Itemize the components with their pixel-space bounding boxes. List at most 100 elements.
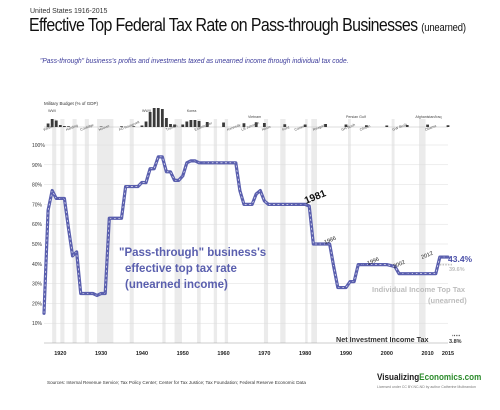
pass-through-point <box>178 179 180 181</box>
recession-band <box>52 119 57 343</box>
pass-through-point <box>116 217 119 219</box>
pass-through-point <box>337 286 339 289</box>
military-bar <box>120 126 123 127</box>
pass-through-point <box>206 162 208 164</box>
y-tick-label: 80% <box>32 183 43 189</box>
brand-main: Visualizing <box>377 372 420 382</box>
supertitle: United States 1916-2015 <box>30 8 108 15</box>
pass-through-point <box>247 203 249 205</box>
x-tick-label: 1970 <box>258 351 270 357</box>
military-bar <box>283 124 287 127</box>
pass-through-point <box>59 197 61 200</box>
pass-through-point <box>157 156 159 158</box>
war-label: WWII <box>142 109 151 113</box>
main-series-label-3: (unearned income) <box>125 279 228 291</box>
pass-through-point <box>426 273 429 275</box>
recession-band <box>197 119 201 343</box>
military-bar <box>173 124 176 127</box>
pass-through-point <box>100 292 102 295</box>
president-label: Eisenhower <box>194 121 214 132</box>
pass-through-point <box>280 203 282 205</box>
pass-through-point <box>47 209 49 211</box>
pass-through-point <box>63 197 66 200</box>
y-tick-label: 20% <box>32 301 43 307</box>
president-label: Hoover <box>98 124 111 132</box>
military-bar <box>54 120 58 127</box>
president-label: GH Bush <box>341 123 356 132</box>
pass-through-point <box>210 162 212 164</box>
pass-through-point <box>276 203 278 205</box>
pass-through-point <box>251 203 253 205</box>
x-tick-label: 1990 <box>340 351 352 357</box>
pass-through-point <box>296 203 298 205</box>
president-label: Obama <box>424 124 436 132</box>
military-bar <box>242 123 246 127</box>
pass-through-point <box>443 256 445 258</box>
pass-through-point <box>218 162 221 164</box>
pass-through-point <box>239 189 241 192</box>
y-tick-label: 100% <box>32 143 45 149</box>
x-tick-label: 1950 <box>177 351 189 357</box>
president-label: Harding <box>65 124 78 132</box>
pass-through-point <box>133 185 135 188</box>
recession-band <box>213 119 218 343</box>
x-tick-label: 1960 <box>217 351 229 357</box>
pass-through-point <box>304 203 306 205</box>
brand-domain: Economics.com <box>419 372 482 382</box>
pass-through-point <box>165 171 168 173</box>
x-tick-label: 2015 <box>442 351 454 357</box>
pass-through-point <box>169 171 172 173</box>
military-bar <box>189 120 193 127</box>
annotation-1996: 1996 <box>367 257 381 267</box>
niit-value-label: 3.8% <box>449 339 462 345</box>
pass-through-point <box>84 292 86 295</box>
pass-through-point <box>312 243 314 245</box>
recession-band <box>60 119 65 343</box>
pass-through-point <box>373 263 376 266</box>
military-spending-bars: WWI WWII Korea Vietnam Persian Gulf Afghanist… <box>43 108 450 132</box>
pass-through-point <box>182 175 184 177</box>
pass-through-point <box>292 203 294 205</box>
military-bar <box>140 125 144 127</box>
military-bar <box>262 123 266 127</box>
military-bar <box>364 125 368 127</box>
pass-through-point <box>435 273 437 275</box>
president-label: Carter <box>294 124 306 132</box>
y-tick-label: 90% <box>32 163 43 169</box>
pass-through-point <box>145 182 147 184</box>
recession-band <box>391 119 395 343</box>
recession-band <box>224 119 229 343</box>
pass-through-point <box>96 294 98 297</box>
pass-through-point <box>431 273 433 275</box>
military-bar <box>148 112 152 127</box>
pass-through-point <box>259 189 261 192</box>
military-bar <box>205 122 209 127</box>
military-bar <box>426 124 429 127</box>
pass-through-point <box>88 292 90 295</box>
recession-band <box>84 119 89 343</box>
military-bar <box>99 126 103 127</box>
sources-footer: Sources: Internal Revenue Service; Tax P… <box>47 380 306 385</box>
license-text: Licensed under CC BY-NC-ND by author Cat… <box>377 385 476 389</box>
war-label: Korea <box>187 109 197 113</box>
war-label: Vietnam <box>248 115 261 119</box>
military-bar <box>152 108 156 127</box>
y-tick-label: 10% <box>32 321 43 327</box>
pass-through-point <box>439 256 441 258</box>
pass-through-point <box>345 286 347 289</box>
individual-tax-label-1: Individual Income Top Tax <box>372 285 466 294</box>
main-series-label-1: "Pass-through" business's <box>119 247 266 259</box>
axes: 10% 20% 30% 40% 50% 60% 70% 80% 90% 100% 1920 1930 1… <box>32 143 454 357</box>
pass-through-point <box>406 273 408 275</box>
pass-through-point <box>386 263 388 266</box>
pass-through-point <box>255 193 257 195</box>
recession-band <box>162 119 166 343</box>
president-label: FD Roosevelt <box>118 120 140 132</box>
military-bar <box>156 108 160 127</box>
pass-through-point <box>288 203 290 205</box>
military-bar <box>67 126 70 127</box>
x-tick-label: 2000 <box>381 351 393 357</box>
pass-through-point <box>51 189 53 192</box>
pass-through-point <box>80 292 82 295</box>
brand-logo: VisualizingEconomics.com <box>377 372 481 382</box>
